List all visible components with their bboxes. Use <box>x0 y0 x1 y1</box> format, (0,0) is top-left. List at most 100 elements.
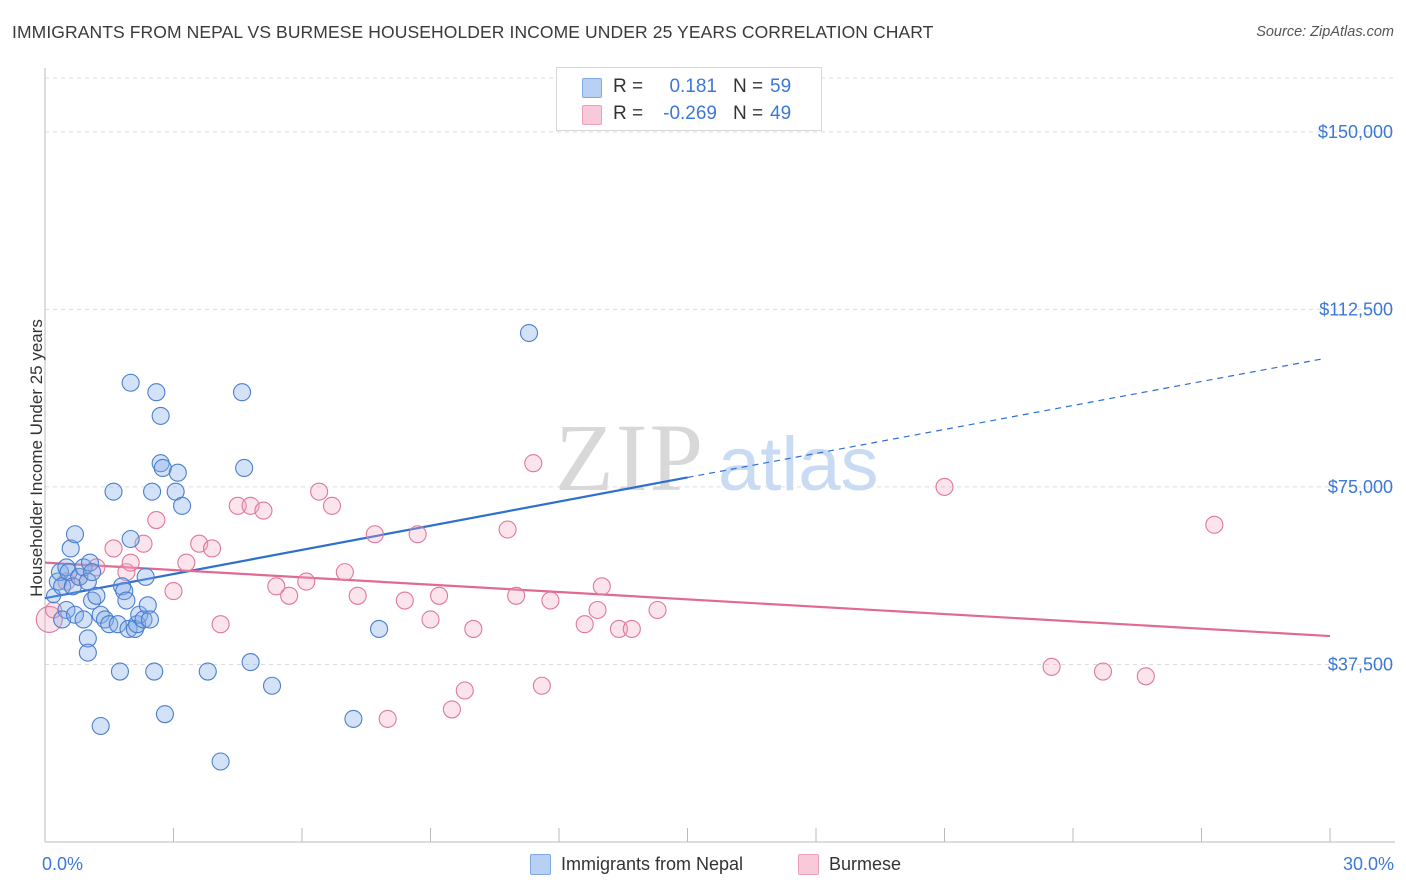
y-tick-label: $37,500 <box>1328 654 1393 674</box>
trend-line-0 <box>44 476 688 600</box>
point-burmese <box>1042 657 1061 676</box>
x-tick-labels: 0.0% 30.0% <box>42 854 1394 874</box>
point-nepal <box>121 529 140 549</box>
point-nepal <box>119 619 138 638</box>
point-burmese <box>177 553 196 572</box>
point-burmese <box>297 572 316 591</box>
point-nepal <box>110 662 130 681</box>
bottom-legend-swatch-nepal <box>530 854 551 875</box>
point-burmese <box>575 615 594 634</box>
point-burmese <box>365 525 384 544</box>
point-nepal <box>104 482 123 501</box>
point-burmese <box>322 496 342 515</box>
legend-r-value: -0.269 <box>663 103 717 124</box>
point-nepal <box>151 454 170 473</box>
x-tick-label: 0.0% <box>42 854 83 874</box>
point-nepal <box>519 323 539 343</box>
point-nepal <box>65 525 85 544</box>
point-nepal <box>83 563 102 582</box>
point-burmese <box>310 482 329 501</box>
trend-lines <box>44 358 1331 638</box>
trend-line-extension-0 <box>687 358 1322 479</box>
point-burmese <box>408 525 427 544</box>
point-nepal <box>74 610 93 629</box>
point-nepal <box>147 383 166 402</box>
legend-n-label: N = <box>733 76 764 97</box>
point-burmese <box>622 619 641 638</box>
legend-n-value: 59 <box>770 76 792 97</box>
watermark-zip: ZIP <box>555 404 705 511</box>
point-burmese <box>524 454 543 473</box>
point-nepal <box>198 662 217 681</box>
point-nepal <box>61 539 80 558</box>
point-burmese <box>430 586 449 605</box>
point-burmese <box>609 619 629 638</box>
data-points <box>35 323 1224 771</box>
point-burmese <box>1205 515 1224 534</box>
point-nepal <box>151 406 170 425</box>
point-burmese <box>541 591 560 610</box>
point-nepal <box>235 458 254 478</box>
point-burmese <box>147 510 166 530</box>
point-nepal <box>91 716 110 736</box>
point-nepal <box>140 610 159 629</box>
point-nepal <box>232 383 252 402</box>
legend-n-label: N = <box>733 103 764 124</box>
point-nepal <box>117 591 136 610</box>
point-burmese <box>464 619 483 638</box>
point-nepal <box>370 619 389 638</box>
point-burmese <box>254 501 273 520</box>
point-burmese <box>164 582 183 601</box>
point-burmese <box>532 676 551 695</box>
axes <box>44 68 1395 843</box>
y-tick-label: $150,000 <box>1318 122 1393 142</box>
legend-swatch-nepal <box>582 78 602 98</box>
point-burmese <box>104 539 123 558</box>
watermark: ZIP atlas <box>555 404 879 511</box>
point-burmese <box>267 577 286 596</box>
point-burmese <box>498 520 517 539</box>
point-burmese <box>421 610 440 629</box>
trend-line-1 <box>44 561 1331 638</box>
point-nepal <box>344 709 363 728</box>
source-credit: Source: ZipAtlas.com <box>1256 24 1394 40</box>
point-burmese <box>121 553 140 572</box>
point-nepal <box>65 605 85 624</box>
bottom-legend-label-burmese: Burmese <box>829 854 902 874</box>
bottom-legend-swatch-burmese <box>798 854 819 875</box>
point-burmese <box>378 709 397 728</box>
legend-r-label: R = <box>613 76 644 97</box>
watermark-atlas: atlas <box>718 422 879 507</box>
chart-title: IMMIGRANTS FROM NEPAL VS BURMESE HOUSEHO… <box>12 22 934 42</box>
bottom-legend-label-nepal: Immigrants from Nepal <box>561 854 744 874</box>
legend-n-value: 49 <box>770 103 792 124</box>
point-burmese <box>348 586 367 605</box>
point-burmese <box>117 563 136 582</box>
point-nepal <box>173 496 192 515</box>
point-burmese <box>648 600 667 620</box>
point-burmese <box>203 539 222 558</box>
point-nepal <box>134 610 153 629</box>
point-nepal <box>87 586 106 605</box>
point-burmese <box>507 586 526 605</box>
point-nepal <box>168 463 187 482</box>
point-nepal <box>153 458 172 478</box>
y-tick-label: $75,000 <box>1328 477 1393 497</box>
point-nepal <box>211 752 230 771</box>
legend-r-value: 0.181 <box>669 76 717 97</box>
y-axis-label: Householder Income Under 25 years <box>27 319 46 597</box>
point-nepal <box>78 643 97 662</box>
point-nepal <box>57 600 76 620</box>
y-tick-label: $112,500 <box>1319 299 1393 319</box>
point-burmese <box>280 586 299 605</box>
point-burmese <box>442 700 461 719</box>
point-nepal <box>138 596 157 615</box>
point-burmese <box>588 600 607 620</box>
point-nepal <box>108 615 127 634</box>
point-burmese <box>35 605 63 634</box>
point-nepal <box>262 676 282 695</box>
point-nepal <box>145 662 164 681</box>
point-nepal <box>121 373 140 392</box>
point-nepal <box>241 653 260 672</box>
